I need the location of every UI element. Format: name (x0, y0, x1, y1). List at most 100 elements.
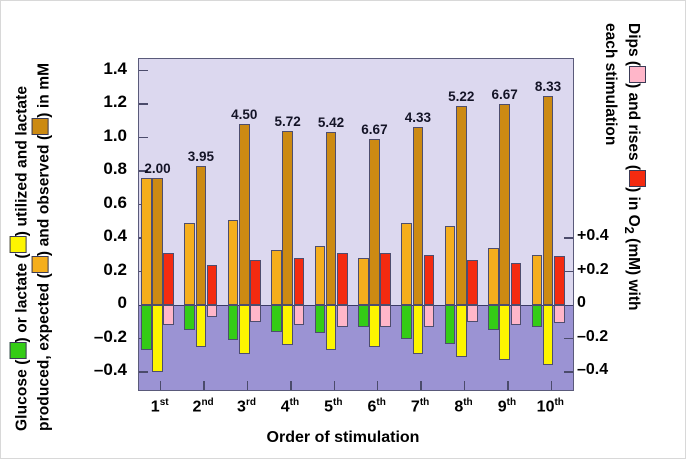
bar-lactate-observed-1st (152, 177, 163, 305)
y-axis-right-tick-label: –0.2 (577, 327, 609, 345)
bar-lactate-utilized-9th (499, 305, 510, 361)
bar-lactate-expected-9th (488, 248, 499, 305)
legend-swatch-expected (32, 256, 49, 274)
y-axis-left-tick-label: 0.4 (103, 226, 127, 245)
bar-lactate-expected-1st (141, 177, 152, 305)
bar-dips-in-o2-4th (293, 305, 305, 326)
data-label-8th: 5.22 (448, 88, 475, 104)
y-axis-title-right-line1: Dips () and rises () in O2 (mM) with (622, 23, 647, 415)
x-axis-label-6th: 6th (367, 397, 386, 416)
bar-lactate-observed-8th (456, 105, 467, 305)
bar-lactate-expected-3rd (227, 219, 239, 305)
x-axis-tick (290, 381, 292, 390)
data-label-9th: 6.67 (491, 87, 518, 102)
x-axis-tick (463, 381, 466, 390)
y-axis-title-left-line1-text: Glucose () or lactate () utilized and la… (9, 86, 32, 431)
bar-lactate-utilized-3rd (239, 305, 250, 354)
bar-dips-in-o2-10th (554, 305, 565, 324)
x-axis-tick (159, 381, 162, 390)
y-axis-left-tick-label: –0.4 (93, 360, 127, 379)
x-axis-label-2nd: 2nd (192, 397, 214, 416)
bar-lactate-expected-2nd (184, 222, 195, 305)
x-axis-tick (550, 381, 553, 390)
y-axis-right-tick-label: 0 (577, 294, 586, 311)
y-axis-left-tick (139, 170, 148, 172)
x-axis-tick (246, 381, 249, 390)
bar-lactate-utilized-10th (542, 305, 554, 366)
bar-dips-in-o2-5th (337, 305, 348, 327)
y-axis-title-left-line1: Glucose () or lactate () utilized and la… (9, 37, 32, 431)
bar-dips-in-o2-9th (510, 305, 522, 326)
bar-lactate-observed-3rd (239, 124, 250, 305)
data-label-5th: 5.42 (317, 115, 345, 131)
bar-rises-in-o2-9th (510, 263, 522, 305)
legend-swatch-glucose (10, 342, 27, 360)
bar-lactate-utilized-5th (325, 305, 337, 351)
y-axis-left-tick (139, 103, 148, 105)
legend-swatch-lactate-utilized (10, 236, 27, 254)
bar-lactate-utilized-4th (282, 305, 293, 346)
bar-lactate-utilized-1st (152, 305, 163, 372)
bar-rises-in-o2-2nd (206, 264, 218, 305)
data-label-2nd: 3.95 (187, 148, 214, 164)
x-axis-title: Order of stimulation (266, 429, 420, 446)
y-axis-left-tick-label: 0.8 (103, 159, 127, 178)
y-axis-left-tick (139, 69, 148, 72)
bar-rises-in-o2-7th (423, 254, 435, 305)
bar-rises-in-o2-8th (467, 259, 478, 305)
y-axis-left-tick-label: 1.2 (103, 92, 127, 111)
x-axis-label-1st: 1st (150, 397, 169, 416)
bar-dips-in-o2-6th (380, 305, 391, 327)
x-axis-label-7th: 7th (410, 397, 430, 416)
bar-lactate-observed-7th (412, 127, 424, 305)
zero-line (139, 305, 573, 307)
bar-lactate-utilized-8th (456, 305, 467, 357)
y-axis-title-right-line1-text: Dips () and rises () in O2 (mM) with (622, 23, 647, 310)
x-axis-tick (376, 381, 379, 390)
data-label-10th: 8.33 (534, 78, 562, 94)
legend-swatch-dips (628, 66, 646, 84)
x-axis-tick (507, 381, 509, 390)
y-axis-title-left-line2-text: produced, expected () and observed () in… (31, 63, 54, 431)
y-axis-right-tick (564, 270, 573, 273)
bar-dips-in-o2-8th (467, 305, 478, 322)
bar-glucose-utilized-10th (531, 305, 543, 327)
y-axis-right-tick-label: +0.4 (577, 227, 609, 244)
bar-lactate-expected-5th (314, 246, 326, 305)
y-axis-left-tick (139, 136, 148, 139)
y-axis-left-tick-label: 0.2 (103, 259, 127, 279)
y-axis-left-tick-label: 0 (117, 293, 127, 312)
x-axis-label-9th: 9th (497, 397, 517, 416)
bar-dips-in-o2-7th (423, 305, 435, 327)
x-axis-label-4th: 4th (280, 397, 300, 416)
x-axis-tick (203, 381, 205, 390)
bar-lactate-utilized-6th (369, 305, 380, 347)
x-axis-label-5th: 5th (324, 397, 343, 416)
x-axis-label-3rd: 3rd (237, 397, 256, 416)
bar-lactate-utilized-2nd (195, 305, 207, 347)
bar-glucose-utilized-4th (271, 305, 282, 332)
x-axis-label-8th: 8th (454, 397, 473, 416)
y-axis-right-tick-label: –0.4 (577, 361, 609, 378)
plot-area: 2.00 3.95 4.50 5.72 5.42 6.67 4.33 5.22 6.67 8.33 (138, 58, 574, 391)
x-axis-tick (333, 381, 336, 390)
y-axis-left-tick (139, 371, 148, 373)
bar-lactate-expected-4th (271, 249, 282, 305)
bar-lactate-observed-10th (542, 95, 554, 305)
bar-rises-in-o2-3rd (250, 259, 261, 305)
bar-lactate-observed-9th (499, 104, 510, 305)
data-label-4th: 5.72 (274, 113, 301, 129)
y-axis-title-right-line2-text: each stimulation (602, 23, 619, 146)
bar-glucose-utilized-6th (358, 305, 369, 327)
bar-glucose-utilized-2nd (184, 305, 195, 331)
bar-dips-in-o2-3rd (250, 305, 261, 322)
bar-lactate-expected-7th (401, 222, 412, 305)
bar-rises-in-o2-4th (293, 258, 305, 305)
y-axis-left-tick-label: –0.2 (93, 326, 127, 346)
bar-lactate-observed-5th (325, 132, 337, 305)
data-label-1st: 2.00 (144, 160, 171, 176)
bar-glucose-utilized-9th (488, 305, 499, 331)
bar-lactate-observed-4th (282, 130, 293, 305)
y-axis-left-tick-label: 0.6 (103, 192, 127, 212)
